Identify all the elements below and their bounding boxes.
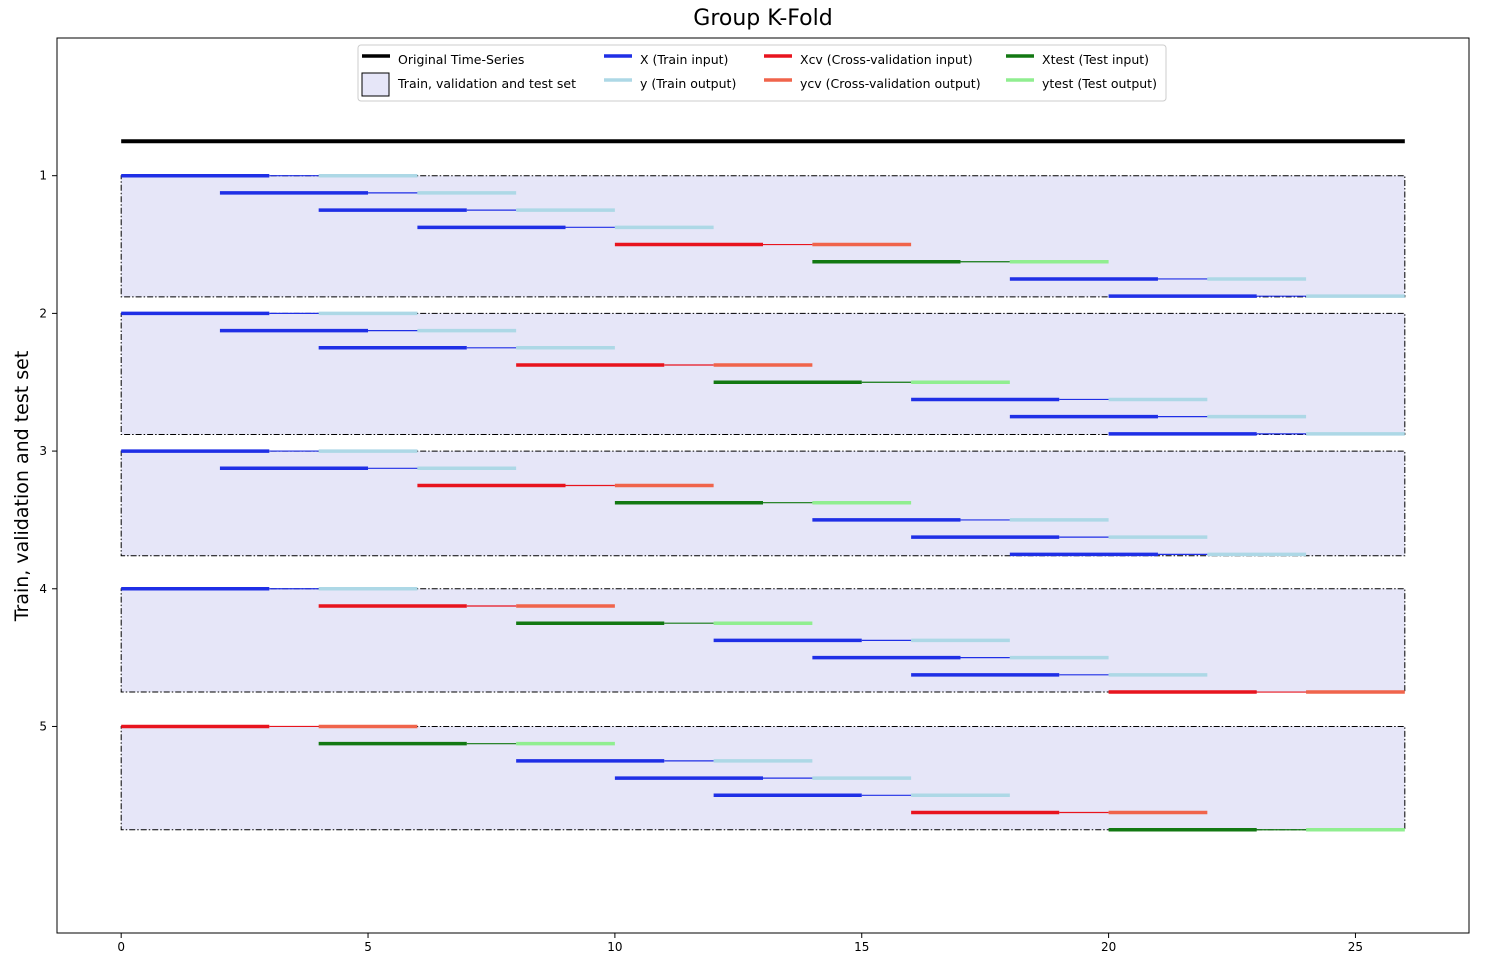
legend: Original Time-Series Train, validation an… bbox=[357, 44, 1167, 102]
legend-swatch-1 bbox=[361, 72, 390, 97]
y-tick-label-1: 1 bbox=[39, 169, 47, 183]
legend-label-6: Xtest (Test input) bbox=[1042, 52, 1149, 67]
legend-label-2: X (Train input) bbox=[640, 52, 728, 67]
y-tick-label-5: 5 bbox=[39, 719, 47, 733]
legend-label-7: ytest (Test output) bbox=[1042, 76, 1157, 91]
y-tick-label-2: 2 bbox=[39, 306, 47, 320]
legend-label-0: Original Time-Series bbox=[398, 52, 524, 67]
legend-box bbox=[357, 44, 1167, 102]
fold-box-1 bbox=[120, 175, 1406, 298]
fold-windows bbox=[121, 173, 1405, 832]
y-axis-ticks: 1 2 3 4 5 bbox=[39, 169, 57, 733]
x-tick-label-0: 0 bbox=[117, 940, 125, 954]
x-tick-label-10: 10 bbox=[607, 940, 622, 954]
plot-frame bbox=[56, 37, 1470, 934]
legend-label-4: Xcv (Cross-validation input) bbox=[800, 52, 973, 67]
legend-label-1: Train, validation and test set bbox=[397, 76, 576, 91]
legend-label-3: y (Train output) bbox=[640, 76, 736, 91]
x-tick-label-5: 5 bbox=[364, 940, 372, 954]
y-tick-label-4: 4 bbox=[39, 582, 47, 596]
x-axis-ticks: 0 5 10 15 20 25 bbox=[117, 933, 1363, 954]
fold-boxes bbox=[120, 175, 1406, 831]
fold-box-2 bbox=[120, 312, 1406, 436]
chart-title: Group K-Fold bbox=[693, 6, 833, 31]
x-tick-label-25: 25 bbox=[1348, 940, 1363, 954]
legend-label-5: ycv (Cross-validation output) bbox=[800, 76, 981, 91]
x-tick-label-20: 20 bbox=[1101, 940, 1116, 954]
x-tick-label-15: 15 bbox=[854, 940, 869, 954]
y-tick-label-3: 3 bbox=[39, 444, 47, 458]
